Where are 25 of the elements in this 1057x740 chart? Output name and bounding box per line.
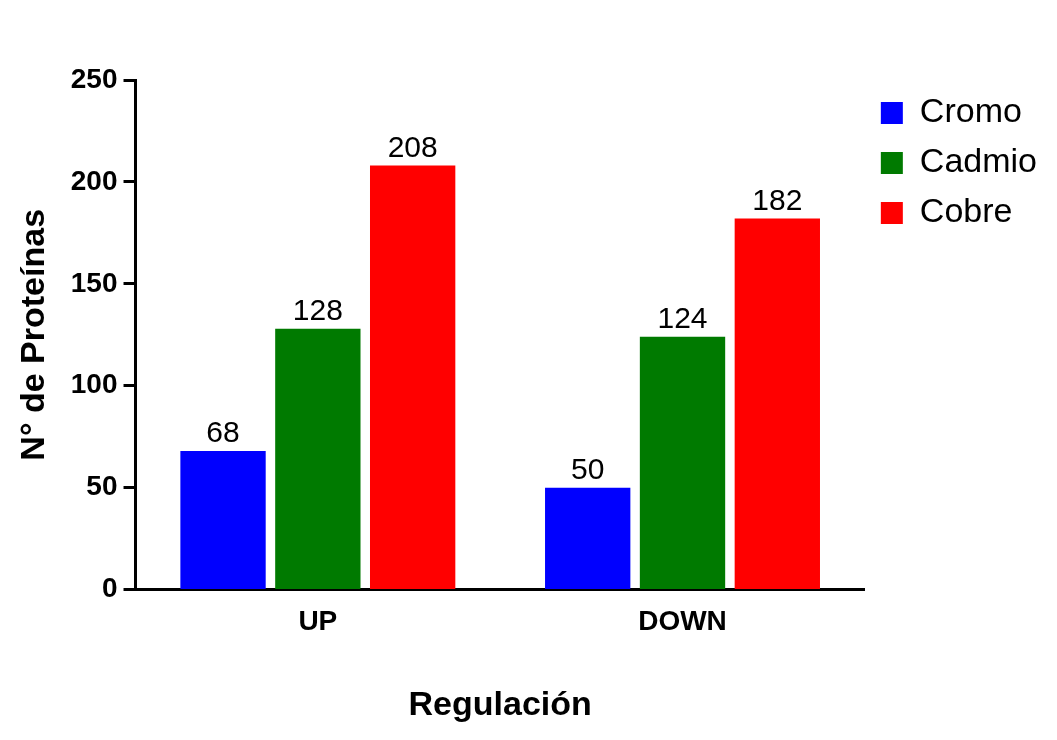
data-label: 128 (292, 292, 343, 326)
data-label: 208 (387, 129, 438, 163)
y-tick-label: 200 (70, 164, 118, 196)
legend-label: Cobre (919, 191, 1013, 230)
y-tick-label: 0 (101, 572, 118, 604)
x-tick-label: DOWN (638, 605, 727, 637)
y-tick-label: 100 (70, 368, 118, 400)
y-tick-label: 150 (70, 266, 118, 298)
bar (545, 487, 631, 590)
bar (370, 165, 456, 590)
legend-label: Cromo (919, 91, 1022, 130)
x-tick-label: UP (298, 605, 338, 637)
bar (180, 450, 266, 590)
data-label: 50 (571, 451, 605, 485)
bar (639, 336, 726, 590)
legend-label: Cadmio (919, 141, 1038, 180)
y-tick-label: 250 (70, 62, 118, 94)
data-label: 182 (752, 182, 803, 216)
data-label: 124 (657, 301, 708, 335)
bar (275, 328, 361, 590)
bar (734, 218, 820, 590)
y-axis-title: N° de Proteínas (12, 208, 51, 461)
y-tick-label: 50 (86, 470, 118, 502)
data-label: 68 (206, 415, 240, 449)
x-axis-title: Regulación (408, 683, 592, 722)
